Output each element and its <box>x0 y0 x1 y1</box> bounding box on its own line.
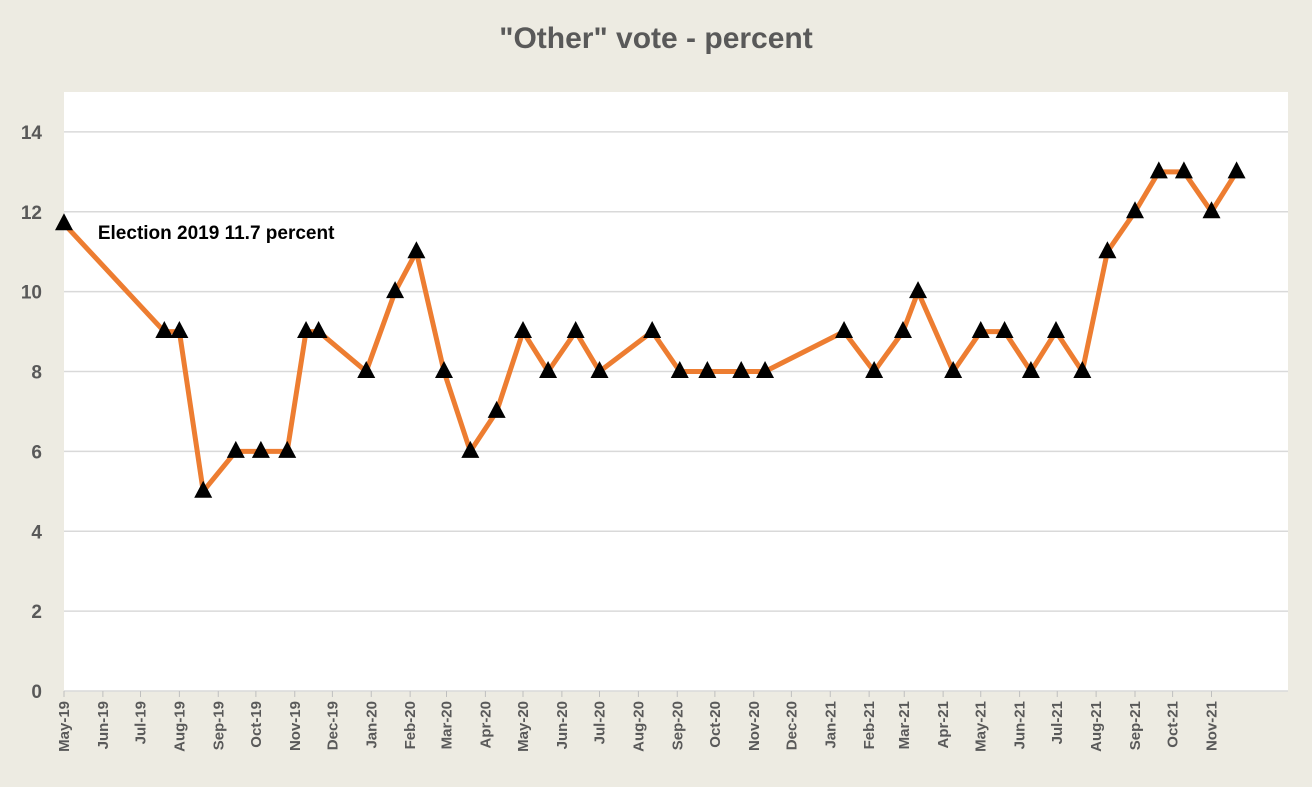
x-tick-label: Sep-21 <box>1127 701 1144 750</box>
x-tick-label: Dec-19 <box>324 701 341 750</box>
y-axis: 0 2 4 6 8 10 12 14 <box>21 123 43 703</box>
data-point-marker <box>909 281 928 299</box>
data-point-marker <box>835 321 854 339</box>
data-point-marker <box>670 360 689 378</box>
data-point-marker <box>226 440 245 458</box>
data-point-marker <box>514 321 532 339</box>
series <box>55 161 1246 498</box>
data-point-marker <box>698 360 717 378</box>
x-tick-label: Apr-20 <box>477 701 494 749</box>
x-tick-label: Aug-20 <box>630 701 647 752</box>
x-tick-label: Jul-19 <box>133 701 150 744</box>
data-point-marker <box>566 321 585 339</box>
x-axis <box>63 690 1288 697</box>
data-point-marker <box>1073 360 1092 378</box>
annotation-label: Election 2019 11.7 percent <box>98 223 335 244</box>
data-point-marker <box>1149 161 1168 179</box>
x-tick-label: Nov-21 <box>1204 701 1221 751</box>
y-tick-label: 6 <box>31 442 42 463</box>
y-tick-label: 4 <box>31 522 42 543</box>
x-tick-label: Aug-21 <box>1088 701 1105 752</box>
x-tick-label: Sep-19 <box>210 701 227 750</box>
data-point-marker <box>1021 360 1040 378</box>
data-point-marker <box>1202 201 1221 219</box>
data-point-marker <box>461 440 480 458</box>
data-point-marker <box>995 321 1014 339</box>
x-tick-label: May-20 <box>515 701 532 752</box>
x-tick-label: Feb-20 <box>402 701 419 749</box>
y-tick-label: 10 <box>21 283 42 304</box>
data-point-marker <box>756 360 775 378</box>
x-tick-label: Oct-21 <box>1165 701 1182 748</box>
x-tick-label: Dec-20 <box>783 701 800 750</box>
data-point-marker <box>386 281 405 299</box>
x-tick-label: Apr-21 <box>935 701 952 749</box>
chart-title: "Other" vote - percent <box>499 22 813 55</box>
data-point-marker <box>590 360 609 378</box>
data-point-marker <box>971 321 990 339</box>
x-tick-label: Aug-19 <box>171 701 188 752</box>
x-tick-label: Mar-20 <box>439 701 456 749</box>
x-tick-label: Jul-21 <box>1049 701 1066 744</box>
data-point-marker <box>434 360 453 378</box>
y-tick-label: 12 <box>21 203 42 224</box>
x-tick-label: Jul-20 <box>592 701 609 744</box>
data-point-marker <box>539 360 558 378</box>
series-line <box>62 169 1239 494</box>
x-tick-label: Nov-20 <box>746 701 763 751</box>
y-tick-label: 8 <box>31 363 42 384</box>
y-tick-label: 2 <box>31 602 42 623</box>
data-point-marker <box>357 360 376 378</box>
data-point-marker <box>407 241 426 259</box>
data-point-marker <box>487 400 506 418</box>
data-point-marker <box>155 321 174 339</box>
data-point-marker <box>194 480 213 498</box>
data-point-marker <box>1126 201 1144 219</box>
x-axis-labels: May-19 Jun-19 Jul-19 Aug-19 Sep-19 Oct-19 Nov-… <box>56 701 1221 752</box>
x-tick-label: Jun-21 <box>1012 701 1029 749</box>
x-tick-label: Mar-21 <box>896 701 913 749</box>
y-tick-label: 14 <box>21 123 43 144</box>
x-tick-label: Jan-20 <box>363 701 380 749</box>
data-point-marker <box>1227 161 1246 179</box>
data-point-marker <box>1174 161 1193 179</box>
data-point-marker <box>732 360 751 378</box>
data-point-marker <box>170 321 189 339</box>
plot-area <box>64 92 1288 691</box>
data-point-marker <box>944 360 963 378</box>
data-point-marker <box>1046 321 1065 339</box>
x-tick-label: May-21 <box>973 701 990 752</box>
x-tick-label: May-19 <box>56 701 73 752</box>
x-tick-label: Feb-21 <box>861 701 878 749</box>
annotations: Election 2019 11.7 percent <box>98 223 335 244</box>
data-point-marker <box>643 321 662 339</box>
data-point-marker <box>893 321 912 339</box>
data-point-marker <box>297 321 316 339</box>
x-tick-label: Oct-20 <box>707 701 724 748</box>
data-point-marker <box>1098 241 1117 259</box>
data-point-marker <box>865 360 884 378</box>
data-point-marker <box>251 440 270 458</box>
data-point-marker <box>278 440 297 458</box>
x-tick-label: Nov-19 <box>287 701 304 751</box>
x-tick-label: Oct-19 <box>248 701 265 748</box>
x-tick-label: Sep-20 <box>669 701 686 750</box>
y-tick-label: 0 <box>31 682 42 703</box>
data-point-marker <box>309 321 328 339</box>
x-tick-label: Jun-20 <box>554 701 571 749</box>
x-tick-label: Jan-21 <box>822 701 839 749</box>
x-tick-label: Jun-19 <box>95 701 112 749</box>
data-point-marker <box>55 213 73 231</box>
